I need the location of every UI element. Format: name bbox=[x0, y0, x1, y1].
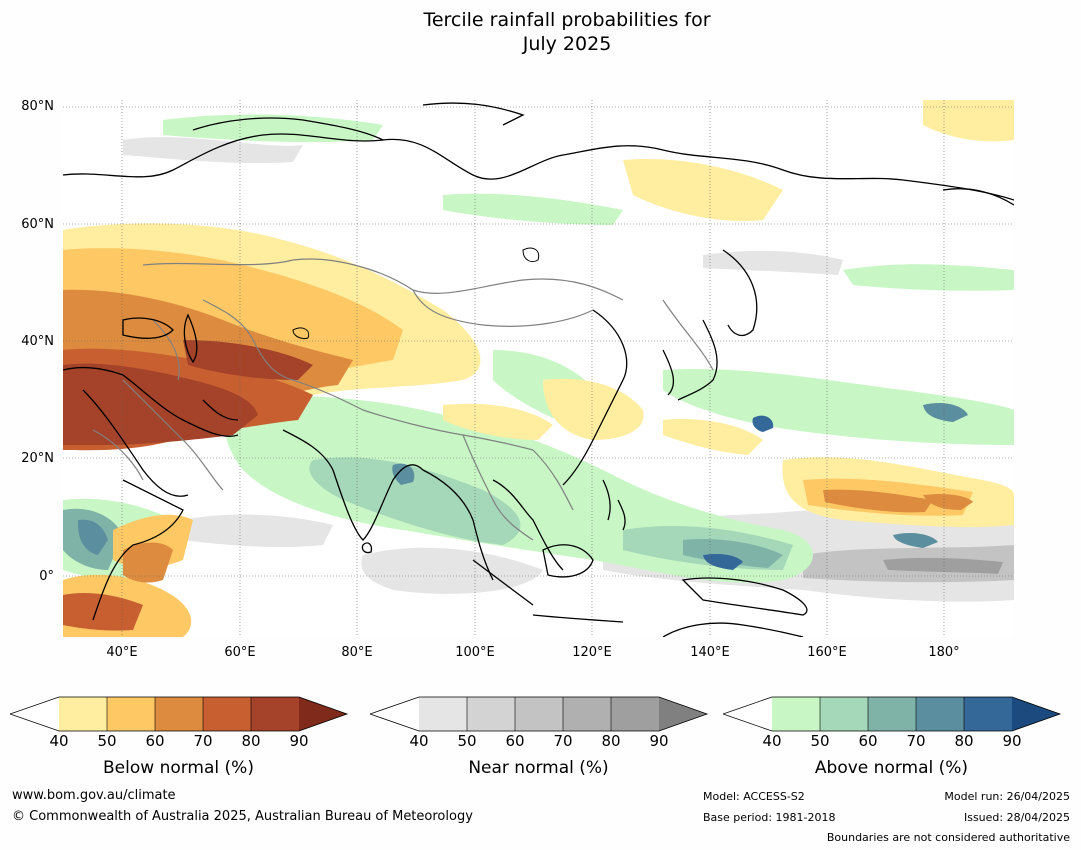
footer-url[interactable]: www.bom.gov.au/climate bbox=[12, 788, 176, 803]
colorbar-above-label: Above normal (%) bbox=[814, 758, 969, 778]
cbar-above-tick: 50 bbox=[810, 732, 830, 750]
cbar-above-swatch-3 bbox=[868, 697, 916, 731]
lon-label-80e: 80°E bbox=[341, 645, 373, 660]
colorbar-near-normal bbox=[370, 696, 709, 732]
lon-label-160e: 160°E bbox=[807, 645, 847, 660]
cbar-below-swatch-5 bbox=[251, 697, 299, 731]
lat-label-80n: 80°N bbox=[21, 99, 54, 114]
country-boundaries bbox=[92, 258, 714, 541]
cbar-below-swatch-2 bbox=[107, 697, 155, 731]
cbar-above-tick: 40 bbox=[762, 732, 782, 750]
lon-label-120e: 120°E bbox=[572, 645, 612, 660]
cbar-below-swatch-6 bbox=[299, 697, 347, 731]
rainfall-map-svg bbox=[63, 100, 1014, 637]
footer-copyright: © Commonwealth of Australia 2025, Austra… bbox=[12, 809, 473, 824]
cbar-near-tick: 40 bbox=[409, 732, 429, 750]
cbar-below-tick: 90 bbox=[289, 732, 309, 750]
lat-label-0: 0° bbox=[39, 569, 54, 584]
cbar-above-swatch-1 bbox=[772, 697, 820, 731]
cbar-above-swatch-2 bbox=[820, 697, 868, 731]
cbar-above-swatch-0 bbox=[723, 697, 772, 731]
footer-base-period: Base period: 1981-2018 bbox=[703, 811, 836, 824]
cbar-above-tick: 60 bbox=[858, 732, 878, 750]
cbar-near-tick: 80 bbox=[601, 732, 621, 750]
below-normal-regions bbox=[63, 100, 1014, 637]
cbar-below-swatch-4 bbox=[203, 697, 251, 731]
cbar-near-tick: 90 bbox=[649, 732, 669, 750]
cbar-below-swatch-1 bbox=[59, 697, 107, 731]
cbar-near-swatch-1 bbox=[419, 697, 467, 731]
colorbar-below-label: Below normal (%) bbox=[103, 758, 254, 778]
cbar-near-swatch-3 bbox=[515, 697, 563, 731]
lon-label-100e: 100°E bbox=[455, 645, 495, 660]
lon-label-180: 180° bbox=[928, 645, 960, 660]
footer-model-run: Model run: 26/04/2025 bbox=[944, 790, 1070, 803]
cbar-below-tick: 40 bbox=[49, 732, 69, 750]
cbar-above-tick: 70 bbox=[906, 732, 926, 750]
colorbar-below-normal bbox=[10, 696, 349, 732]
lon-label-60e: 60°E bbox=[224, 645, 256, 660]
cbar-near-tick: 50 bbox=[457, 732, 477, 750]
lon-label-40e: 40°E bbox=[106, 645, 138, 660]
colorbar-near-label: Near normal (%) bbox=[468, 758, 609, 778]
cbar-near-tick: 70 bbox=[553, 732, 573, 750]
lat-label-60n: 60°N bbox=[21, 217, 54, 232]
cbar-near-tick: 60 bbox=[505, 732, 525, 750]
cbar-below-tick: 70 bbox=[193, 732, 213, 750]
footer-model: Model: ACCESS-S2 bbox=[703, 790, 805, 803]
gridlines bbox=[63, 100, 1014, 637]
cbar-below-tick: 80 bbox=[241, 732, 261, 750]
lon-label-140e: 140°E bbox=[690, 645, 730, 660]
cbar-below-tick: 60 bbox=[145, 732, 165, 750]
colorbar-above-normal bbox=[723, 696, 1062, 732]
cbar-above-swatch-4 bbox=[916, 697, 964, 731]
cbar-near-swatch-6 bbox=[659, 697, 707, 731]
cbar-below-swatch-0 bbox=[10, 697, 59, 731]
cbar-near-swatch-0 bbox=[370, 697, 419, 731]
footer-issued: Issued: 28/04/2025 bbox=[963, 811, 1070, 824]
cbar-near-swatch-2 bbox=[467, 697, 515, 731]
footer-disclaimer: Boundaries are not considered authoritat… bbox=[826, 831, 1070, 844]
cbar-near-swatch-5 bbox=[611, 697, 659, 731]
cbar-above-tick: 80 bbox=[954, 732, 974, 750]
cbar-near-swatch-4 bbox=[563, 697, 611, 731]
lakes bbox=[292, 247, 540, 339]
coastlines bbox=[63, 102, 1014, 637]
cbar-below-tick: 50 bbox=[97, 732, 117, 750]
title-line-2: July 2025 bbox=[522, 33, 612, 55]
map-title: Tercile rainfall probabilities for July … bbox=[0, 8, 1081, 56]
cbar-above-swatch-6 bbox=[1012, 697, 1060, 731]
cbar-below-swatch-3 bbox=[155, 697, 203, 731]
lat-label-20n: 20°N bbox=[21, 451, 54, 466]
rainfall-map bbox=[63, 100, 1014, 637]
cbar-above-tick: 90 bbox=[1002, 732, 1022, 750]
title-line-1: Tercile rainfall probabilities for bbox=[423, 9, 711, 31]
lat-label-40n: 40°N bbox=[21, 334, 54, 349]
cbar-above-swatch-5 bbox=[964, 697, 1012, 731]
